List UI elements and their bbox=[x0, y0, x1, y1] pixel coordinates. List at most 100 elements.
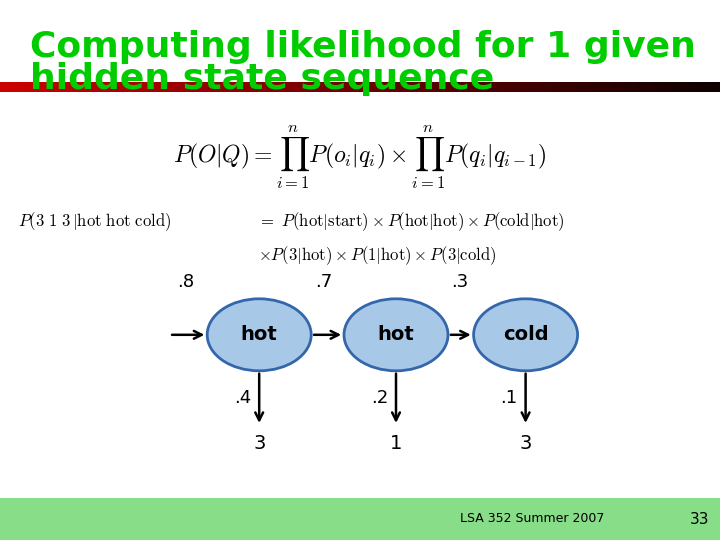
Bar bbox=[220, 82, 224, 92]
Bar bbox=[58, 82, 62, 92]
Bar bbox=[551, 82, 555, 92]
Bar bbox=[169, 82, 174, 92]
Bar bbox=[572, 82, 577, 92]
Bar bbox=[475, 82, 480, 92]
Bar bbox=[688, 82, 692, 92]
Bar bbox=[151, 82, 156, 92]
Bar bbox=[504, 82, 508, 92]
Bar bbox=[396, 82, 400, 92]
Text: hot: hot bbox=[377, 325, 415, 345]
Bar bbox=[709, 82, 714, 92]
Bar bbox=[464, 82, 469, 92]
Bar bbox=[356, 82, 361, 92]
Bar bbox=[11, 82, 15, 92]
Bar bbox=[79, 82, 84, 92]
Bar bbox=[598, 82, 602, 92]
Bar bbox=[252, 82, 256, 92]
Bar bbox=[544, 82, 548, 92]
Bar bbox=[331, 82, 336, 92]
Bar bbox=[490, 82, 494, 92]
Bar bbox=[374, 82, 379, 92]
Bar bbox=[486, 82, 490, 92]
Bar bbox=[288, 82, 292, 92]
Bar bbox=[482, 82, 487, 92]
Bar bbox=[299, 82, 303, 92]
Bar bbox=[205, 82, 210, 92]
Bar bbox=[4, 82, 8, 92]
Bar bbox=[180, 82, 184, 92]
Bar bbox=[256, 82, 260, 92]
Bar bbox=[133, 82, 138, 92]
Text: 3: 3 bbox=[253, 434, 266, 453]
Text: 1: 1 bbox=[390, 434, 402, 453]
Ellipse shape bbox=[474, 299, 577, 371]
Bar bbox=[407, 82, 411, 92]
Bar bbox=[317, 82, 321, 92]
Bar bbox=[349, 82, 354, 92]
Bar bbox=[313, 82, 318, 92]
Bar bbox=[497, 82, 501, 92]
Bar bbox=[209, 82, 213, 92]
Text: 3: 3 bbox=[519, 434, 532, 453]
Bar bbox=[324, 82, 328, 92]
Ellipse shape bbox=[344, 299, 448, 371]
Bar bbox=[652, 82, 656, 92]
Bar bbox=[248, 82, 253, 92]
Bar bbox=[508, 82, 512, 92]
Bar bbox=[392, 82, 397, 92]
Bar bbox=[698, 82, 703, 92]
Text: $=\ P(\mathrm{hot|start}) \times P(\mathrm{hot|hot}) \times P(\mathrm{cold|hot}): $=\ P(\mathrm{hot|start}) \times P(\math… bbox=[258, 210, 564, 233]
Bar bbox=[338, 82, 343, 92]
Bar bbox=[29, 82, 33, 92]
Bar bbox=[65, 82, 69, 92]
Bar bbox=[54, 82, 58, 92]
Bar bbox=[245, 82, 249, 92]
Bar bbox=[439, 82, 444, 92]
Bar bbox=[216, 82, 220, 92]
Bar bbox=[428, 82, 433, 92]
Bar bbox=[403, 82, 408, 92]
Bar bbox=[515, 82, 519, 92]
Bar bbox=[342, 82, 346, 92]
Bar bbox=[547, 82, 552, 92]
Bar bbox=[378, 82, 382, 92]
Text: .8: .8 bbox=[177, 273, 194, 291]
Bar bbox=[32, 82, 37, 92]
Bar bbox=[310, 82, 314, 92]
Bar bbox=[22, 82, 26, 92]
Bar bbox=[270, 82, 274, 92]
Bar bbox=[302, 82, 307, 92]
Bar bbox=[274, 82, 278, 92]
Bar bbox=[450, 82, 454, 92]
Bar bbox=[634, 82, 638, 92]
Bar bbox=[7, 82, 12, 92]
Bar bbox=[648, 82, 652, 92]
Bar bbox=[666, 82, 670, 92]
Text: .2: .2 bbox=[371, 389, 388, 407]
Bar bbox=[565, 82, 570, 92]
Bar bbox=[292, 82, 296, 92]
Bar bbox=[158, 82, 163, 92]
Bar bbox=[144, 82, 148, 92]
Bar bbox=[104, 82, 109, 92]
Text: hot: hot bbox=[240, 325, 278, 345]
Bar bbox=[558, 82, 562, 92]
Bar bbox=[212, 82, 217, 92]
Bar bbox=[0, 82, 4, 92]
Bar bbox=[76, 82, 80, 92]
Bar bbox=[43, 82, 48, 92]
Bar bbox=[108, 82, 112, 92]
Bar bbox=[400, 82, 404, 92]
Text: $P(3\ 1\ 3\,|\mathrm{hot\ hot\ cold})$: $P(3\ 1\ 3\,|\mathrm{hot\ hot\ cold})$ bbox=[18, 210, 171, 233]
Bar bbox=[446, 82, 451, 92]
Bar bbox=[562, 82, 566, 92]
Bar bbox=[155, 82, 159, 92]
Bar bbox=[425, 82, 429, 92]
Bar bbox=[540, 82, 544, 92]
Ellipse shape bbox=[207, 299, 311, 371]
Bar bbox=[360, 82, 364, 92]
Bar bbox=[241, 82, 246, 92]
Bar bbox=[47, 82, 51, 92]
Bar bbox=[346, 82, 350, 92]
Bar bbox=[713, 82, 717, 92]
